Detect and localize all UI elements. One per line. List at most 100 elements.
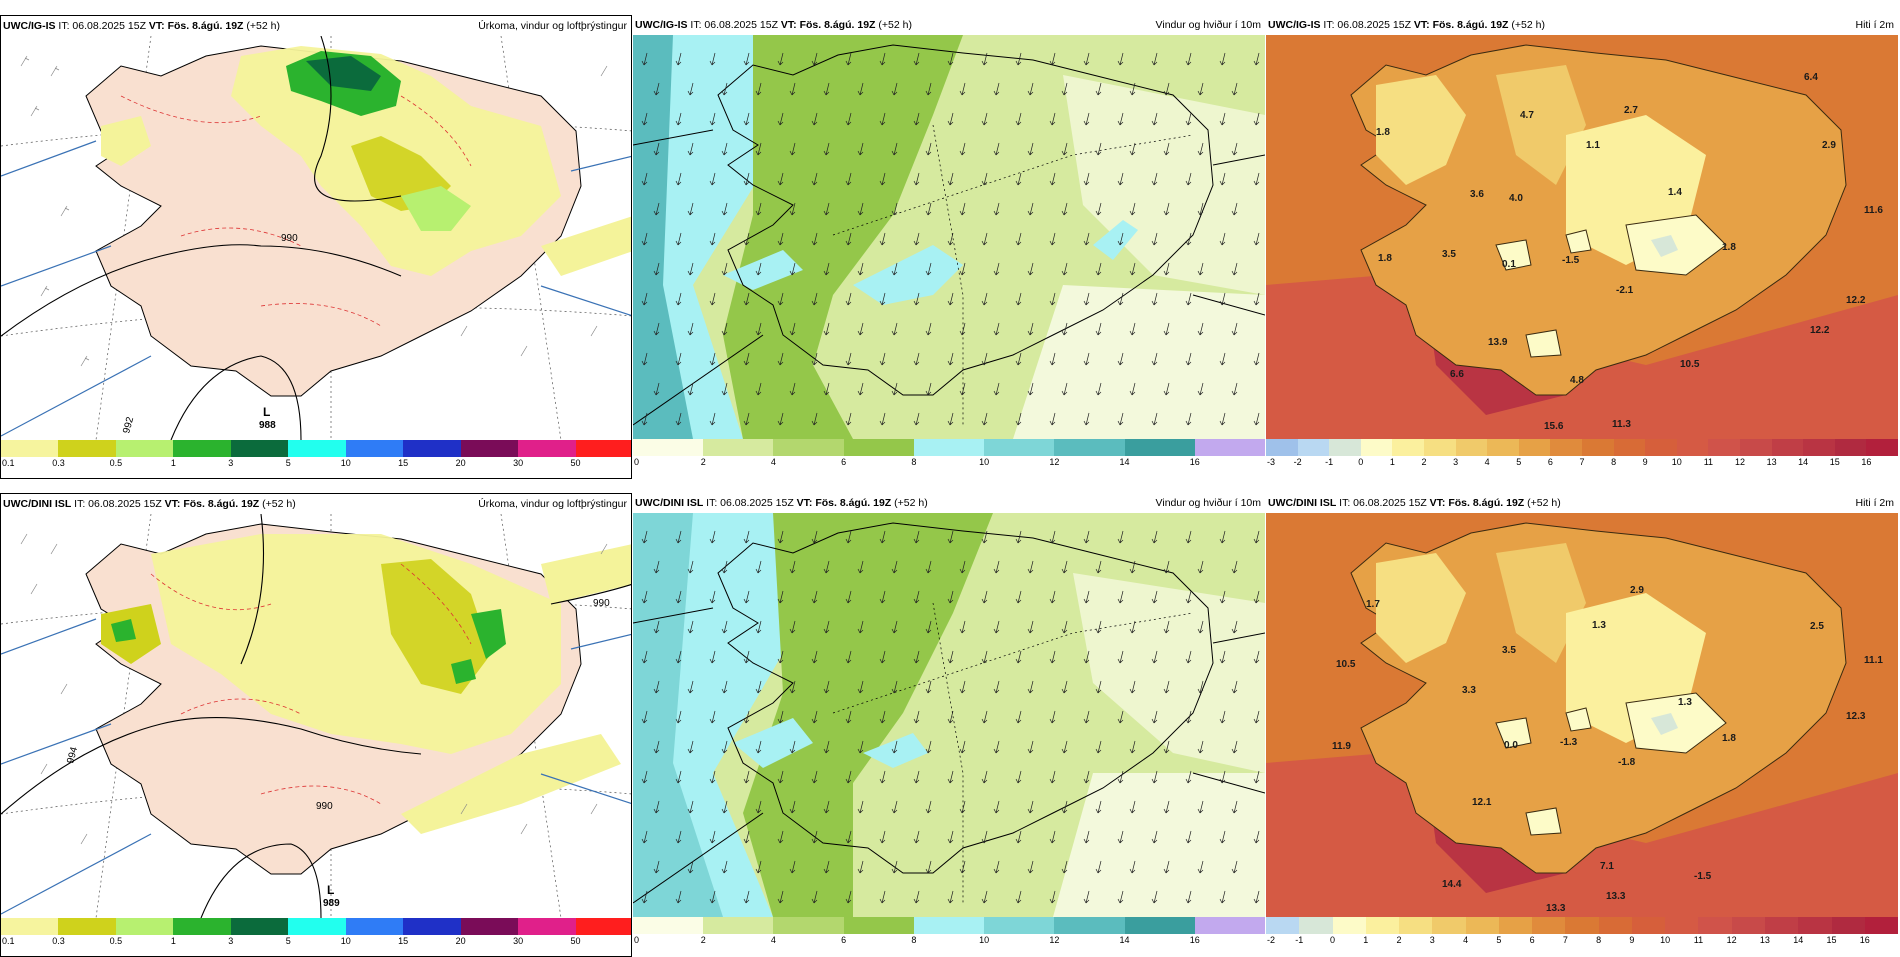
wind-arrow [777, 412, 784, 426]
temp-panel-dini: UWC/DINI ISL IT: 06.08.2025 15Z VT: Fös.… [1266, 493, 1898, 957]
wind-arrow [959, 800, 966, 814]
wind-arrow [857, 800, 864, 814]
wind-arrow [755, 620, 762, 634]
model-name: UWC/DINI ISL [1268, 497, 1337, 509]
wind-arrow [981, 232, 988, 246]
init-time: IT: 06.08.2025 15Z [706, 497, 794, 509]
temp-colorbar: -3 -2 -1 0 1 2 3 4 5 6 7 8 9 10 11 12 13 14 15 16 [1266, 439, 1898, 479]
wind-arrow [1219, 710, 1226, 724]
wind-arrow [1027, 680, 1034, 694]
wind-arrow [789, 680, 796, 694]
wind-arrow [1151, 890, 1158, 904]
temperature-label: 7.1 [1600, 861, 1614, 872]
colorbar-tick-label: 15 [1829, 457, 1840, 467]
wind-arrow [687, 740, 694, 754]
wind-arrow [993, 860, 1000, 874]
colorbar-swatch [1329, 439, 1361, 456]
colorbar-tick-label: 50 [570, 936, 581, 946]
wind-arrow [947, 172, 954, 186]
wind-arrow [981, 352, 988, 366]
wind-arrow [1027, 202, 1034, 216]
wind-arrow [641, 830, 648, 844]
wind-arrow [1129, 680, 1136, 694]
colorbar-tick-label: 5 [1496, 935, 1502, 945]
wind-arrow [823, 560, 830, 574]
wind-arrow [1231, 322, 1238, 336]
colorbar-swatch [345, 440, 404, 457]
wind-arrow [709, 890, 716, 904]
wind-arrow [811, 52, 818, 66]
wind-arrow [857, 382, 864, 396]
wind-arrow [1015, 590, 1022, 604]
wind-arrow [879, 530, 886, 544]
wind-arrow [1151, 412, 1158, 426]
wind-arrow [653, 82, 660, 96]
wind-arrow [857, 262, 864, 276]
wind-arrow [1185, 830, 1192, 844]
temperature-label: 1.8 [1722, 242, 1736, 253]
wind-arrow [641, 292, 648, 306]
wind-arrow [1083, 890, 1090, 904]
colorbar-swatch [1518, 439, 1551, 456]
temp-map: 1.8 4.7 2.7 6.4 1.1 3.6 2.9 4.0 11.6 1.4 1.8 3.5 0.1… [1266, 35, 1898, 439]
wind-arrow [959, 82, 966, 96]
wind-arrow [721, 262, 728, 276]
wind-arrow [1049, 52, 1056, 66]
wind-arrow [1117, 292, 1124, 306]
wind-arrow [811, 830, 818, 844]
wind-arrow [641, 530, 648, 544]
wind-arrow [891, 620, 898, 634]
temperature-label: 1.3 [1678, 697, 1692, 708]
wind-arrow [811, 710, 818, 724]
wind-arrow [687, 322, 694, 336]
model-name: UWC/DINI ISL [635, 497, 704, 509]
panel-header: UWC/DINI ISL IT: 06.08.2025 15Z VT: Fös.… [1266, 493, 1898, 513]
wind-arrow [913, 710, 920, 724]
wind-arrow [1253, 172, 1260, 186]
temperature-label: 11.3 [1612, 419, 1631, 430]
wind-arrow [1095, 560, 1102, 574]
wind-arrow [721, 560, 728, 574]
init-time: IT: 06.08.2025 15Z [690, 19, 778, 31]
wind-arrow [641, 112, 648, 126]
wind-arrow [811, 172, 818, 186]
wind-arrow [959, 382, 966, 396]
wind-arrow [1219, 52, 1226, 66]
wind-arrow [1219, 112, 1226, 126]
colorbar-swatch [403, 918, 461, 935]
wind-arrow [687, 680, 694, 694]
colorbar-tick-label: 6 [1547, 457, 1553, 467]
wind-arrow [675, 52, 682, 66]
colorbar-tick-label: -1 [1295, 935, 1304, 945]
wind-arrow [1095, 740, 1102, 754]
wind-arrow [789, 202, 796, 216]
wind-arrow [879, 232, 886, 246]
wind-arrow [891, 740, 898, 754]
wind-arrow [1151, 530, 1158, 544]
wind-arrow [789, 262, 796, 276]
panel-header: UWC/IG-IS IT: 06.08.2025 15Z VT: Fös. 8.… [1, 16, 631, 36]
colorbar-tick-label: 5 [285, 458, 291, 468]
wind-arrow [1061, 82, 1068, 96]
colorbar-tick-label: 9 [1642, 457, 1648, 467]
colorbar-swatch [984, 439, 1055, 456]
wind-arrow [823, 262, 830, 276]
wind-arrow [913, 172, 920, 186]
temperature-label: -1.5 [1694, 871, 1712, 882]
wind-arrow [1185, 590, 1192, 604]
colorbar-swatch [1, 440, 59, 457]
colorbar-swatch [1565, 917, 1599, 934]
wind-arrow [823, 740, 830, 754]
colorbar-swatch [230, 918, 289, 935]
panel-title: Hiti í 2m [1855, 19, 1894, 31]
wind-map [633, 513, 1265, 917]
colorbar-swatch [1399, 917, 1433, 934]
colorbar-swatch [1798, 917, 1832, 934]
colorbar-tick-label: -2 [1293, 457, 1302, 467]
wind-arrow [1185, 770, 1192, 784]
wind-arrow [925, 82, 932, 96]
wind-arrow [1253, 530, 1260, 544]
wind-arrow [641, 232, 648, 246]
temp-map-svg: 1.7 2.9 1.3 2.5 10.5 3.3 3.5 11.1 1.3 12.3 11.9 0.0… [1266, 513, 1898, 917]
temperature-label: 6.4 [1804, 72, 1818, 83]
